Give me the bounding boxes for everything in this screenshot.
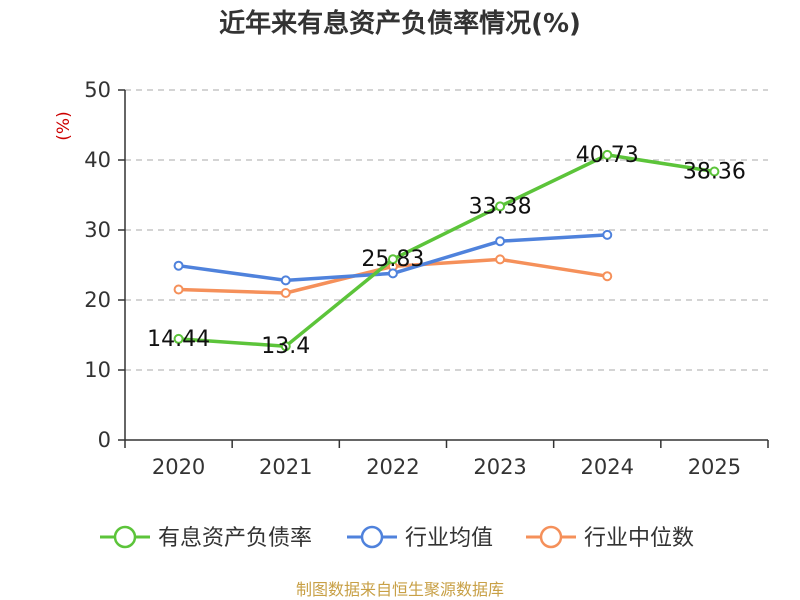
data-point — [173, 284, 184, 295]
legend-swatch-marker — [113, 525, 137, 549]
data-point — [280, 288, 291, 298]
legend-swatch-marker — [539, 525, 563, 549]
x-tick-label: 2024 — [581, 455, 634, 479]
data-point — [387, 268, 398, 279]
legend-item: 行业中位数 — [526, 525, 694, 551]
data-point — [602, 229, 613, 240]
data-point — [280, 275, 291, 286]
y-tick-label: 10 — [84, 358, 111, 382]
y-tick-label: 30 — [84, 218, 111, 242]
data-point — [709, 166, 720, 177]
x-tick-label: 2022 — [366, 455, 419, 479]
data-label: 25.83 — [361, 247, 424, 272]
y-tick-label: 50 — [84, 78, 111, 102]
data-point — [495, 236, 506, 247]
data-label: 14.44 — [147, 327, 210, 352]
chart-title: 近年来有息资产负债率情况(%) — [219, 8, 581, 39]
y-axis-label: (%) — [54, 111, 74, 140]
series-line — [176, 153, 717, 348]
series-layer — [173, 149, 720, 352]
data-point — [173, 260, 184, 271]
axes: 0 10 20 30 40 50 2020 2021 2022 2023 2024 2025 — [84, 78, 769, 479]
data-point — [602, 271, 613, 282]
data-labels: 14.44 13.4 25.83 33.38 40.73 38.36 — [147, 143, 746, 359]
x-tick-label: 2025 — [688, 455, 741, 479]
x-tick-label: 2023 — [473, 455, 526, 479]
legend-label: 行业中位数 — [584, 526, 694, 551]
data-point — [173, 333, 184, 344]
legend-item: 行业均值 — [347, 525, 493, 551]
data-point — [602, 149, 613, 160]
legend-label: 有息资产负债率 — [158, 526, 312, 551]
data-point — [495, 254, 506, 265]
data-label: 33.38 — [469, 194, 532, 219]
data-label: 38.36 — [683, 159, 746, 184]
data-point — [495, 201, 506, 212]
legend-item: 有息资产负债率 — [100, 525, 312, 551]
data-point — [387, 254, 398, 265]
legend: 有息资产负债率 行业均值 行业中位数 — [100, 525, 694, 551]
legend-swatch-marker — [360, 525, 384, 549]
x-tick-label: 2021 — [259, 455, 312, 479]
legend-label: 行业均值 — [405, 526, 493, 551]
y-tick-label: 0 — [98, 428, 111, 452]
source-note: 制图数据来自恒生聚源数据库 — [296, 580, 504, 599]
data-label: 13.4 — [261, 334, 310, 359]
data-point — [280, 341, 291, 352]
y-tick-label: 20 — [84, 288, 111, 312]
y-tick-label: 40 — [84, 148, 111, 172]
data-label: 40.73 — [576, 143, 639, 168]
x-tick-label: 2020 — [152, 455, 205, 479]
grid-lines — [125, 89, 768, 371]
